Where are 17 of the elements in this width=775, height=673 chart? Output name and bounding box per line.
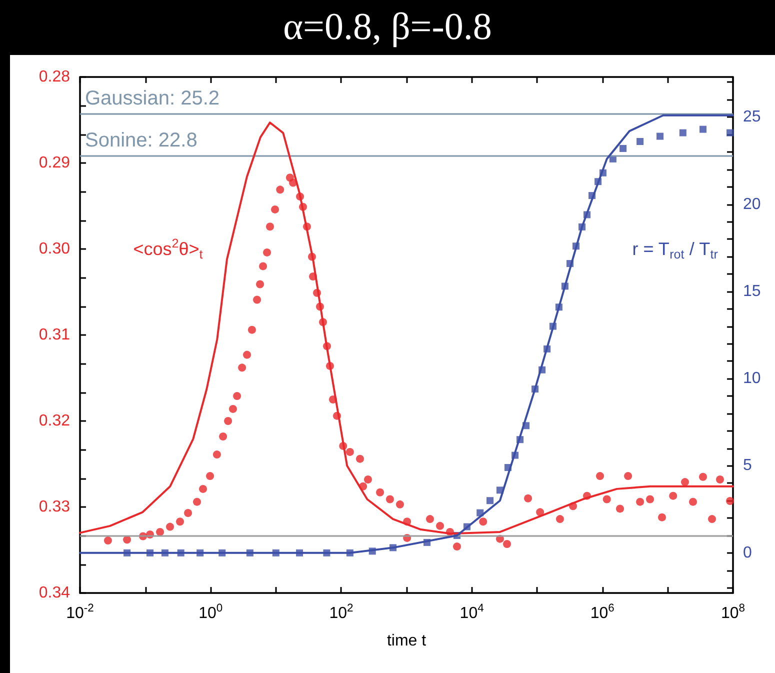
x-axis-title: time t bbox=[386, 632, 427, 650]
y-tick-label: 0.30 bbox=[38, 240, 70, 258]
y2-tick-label: 0 bbox=[743, 544, 752, 562]
y-tick-label: 0.33 bbox=[38, 498, 70, 516]
y2-tick-label: 5 bbox=[743, 457, 752, 474]
y-tick-label: 0.32 bbox=[38, 412, 70, 430]
y2-tick-label: 20 bbox=[743, 196, 761, 213]
ref-line-label: Sonine: 22.8 bbox=[85, 129, 198, 152]
y-tick-label: 0.29 bbox=[38, 154, 70, 172]
ref-line-label: Gaussian: 25.2 bbox=[85, 88, 220, 110]
y2-tick-label: 25 bbox=[743, 108, 761, 126]
y-tick-label: 0.34 bbox=[38, 584, 70, 602]
y-tick-label: 0.31 bbox=[38, 326, 70, 344]
y2-tick-label: 15 bbox=[743, 282, 761, 300]
y2-tick-label: 10 bbox=[743, 370, 761, 388]
chart-title: α=0.8, β=-0.8 bbox=[282, 5, 493, 50]
y-tick-label: 0.28 bbox=[38, 68, 70, 86]
